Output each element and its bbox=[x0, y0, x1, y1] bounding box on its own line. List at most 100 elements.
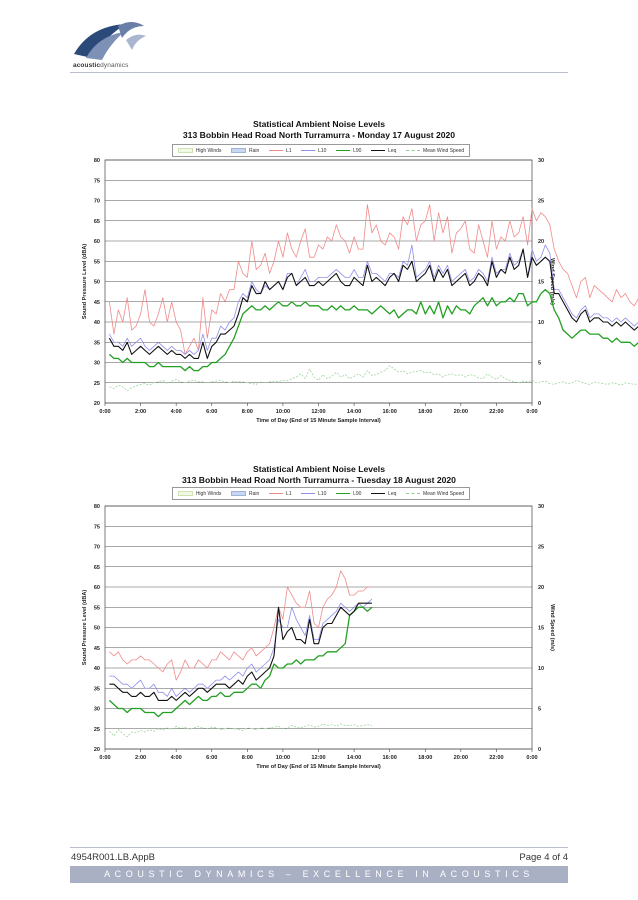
y-axis-label: Sound Pressure Level (dBA) bbox=[82, 590, 88, 666]
company-logo bbox=[74, 22, 146, 60]
document-reference: 4954R001.LB.AppB bbox=[71, 852, 155, 863]
logo-wordmark: acousticdynamics bbox=[73, 62, 129, 69]
x-tick-label: 18:00 bbox=[418, 755, 432, 761]
y-tick-label: 50 bbox=[94, 626, 100, 632]
legend-leq: Leq bbox=[371, 491, 396, 497]
x-tick-label: 0:00 bbox=[526, 409, 537, 415]
y2-axis-label: Wind Speed (m/s) bbox=[549, 258, 555, 305]
x-tick-label: 8:00 bbox=[242, 755, 253, 761]
x-tick-label: 14:00 bbox=[347, 409, 361, 415]
y-tick-label: 30 bbox=[94, 361, 100, 367]
series-line-leq bbox=[108, 248, 638, 359]
x-tick-label: 22:00 bbox=[489, 409, 503, 415]
x-tick-label: 20:00 bbox=[454, 409, 468, 415]
x-tick-label: 2:00 bbox=[135, 409, 146, 415]
legend-l1: L1 bbox=[268, 491, 292, 497]
chart-legend: High Winds Rain L1 L10 L90 Leq Mean Wind… bbox=[172, 487, 470, 500]
x-tick-label: 4:00 bbox=[171, 755, 182, 761]
x-tick-label: 22:00 bbox=[489, 755, 503, 761]
series-line-l1 bbox=[109, 570, 372, 681]
y-tick-label: 20 bbox=[94, 401, 100, 407]
legend-wind: Mean Wind Speed bbox=[406, 491, 464, 497]
legend-high-winds: High Winds bbox=[177, 491, 221, 497]
legend-leq: Leq bbox=[371, 148, 396, 154]
y-tick-label: 25 bbox=[94, 727, 100, 733]
legend-l90: L90 bbox=[336, 148, 361, 154]
series-line-leq bbox=[109, 602, 372, 701]
series-line-mean-wind-speed bbox=[109, 723, 372, 738]
chart-legend: High Winds Rain L1 L10 L90 Leq Mean Wind… bbox=[172, 144, 470, 157]
y-tick-label: 25 bbox=[94, 381, 100, 387]
legend-rain: Rain bbox=[231, 491, 259, 497]
y-tick-label: 75 bbox=[94, 178, 100, 184]
legend-l1: L1 bbox=[268, 148, 292, 154]
y2-tick-label: 10 bbox=[538, 320, 544, 326]
noise-chart-monday: Statistical Ambient Noise Levels 313 Bob… bbox=[82, 119, 638, 424]
x-tick-label: 2:00 bbox=[135, 755, 146, 761]
y-axis-label: Sound Pressure Level (dBA) bbox=[82, 244, 88, 320]
page-number: Page 4 of 4 bbox=[519, 852, 568, 863]
header-rule bbox=[70, 72, 568, 73]
y-tick-label: 35 bbox=[94, 686, 100, 692]
series-line-l10 bbox=[109, 598, 373, 697]
y-tick-label: 70 bbox=[94, 199, 100, 205]
legend-rain: Rain bbox=[231, 148, 259, 154]
y-tick-label: 30 bbox=[94, 707, 100, 713]
y2-tick-label: 25 bbox=[538, 545, 544, 551]
y2-tick-label: 25 bbox=[538, 199, 544, 205]
x-tick-label: 16:00 bbox=[383, 409, 397, 415]
x-tick-label: 0:00 bbox=[526, 755, 537, 761]
y2-tick-label: 0 bbox=[538, 401, 541, 407]
chart-title: Statistical Ambient Noise Levels 313 Bob… bbox=[182, 464, 456, 485]
y2-tick-label: 15 bbox=[538, 626, 544, 632]
y2-tick-label: 20 bbox=[538, 239, 544, 245]
y-tick-label: 40 bbox=[94, 320, 100, 326]
footer-tagline: ACOUSTIC DYNAMICS – EXCELLENCE IN ACOUST… bbox=[70, 866, 568, 883]
y2-tick-label: 15 bbox=[538, 280, 544, 286]
series-line-l10 bbox=[109, 244, 638, 355]
chart-title: Statistical Ambient Noise Levels 313 Bob… bbox=[182, 119, 456, 140]
legend-l90: L90 bbox=[336, 491, 361, 497]
y-tick-label: 75 bbox=[94, 524, 100, 530]
x-tick-label: 0:00 bbox=[99, 409, 110, 415]
y-tick-label: 45 bbox=[94, 300, 100, 306]
y-tick-label: 80 bbox=[94, 504, 100, 510]
x-tick-label: 4:00 bbox=[171, 409, 182, 415]
y2-tick-label: 5 bbox=[538, 361, 541, 367]
x-tick-label: 0:00 bbox=[99, 755, 110, 761]
x-tick-label: 6:00 bbox=[206, 409, 217, 415]
footer-rule bbox=[70, 847, 568, 848]
x-axis-label: Time of Day (End of 15 Minute Sample Int… bbox=[256, 418, 381, 424]
x-tick-label: 12:00 bbox=[311, 409, 325, 415]
series-line-l90 bbox=[108, 606, 373, 718]
y-tick-label: 65 bbox=[94, 219, 100, 225]
series-line-l1 bbox=[109, 204, 638, 355]
x-tick-label: 20:00 bbox=[454, 755, 468, 761]
y-tick-label: 60 bbox=[94, 239, 100, 245]
legend-high-winds: High Winds bbox=[177, 148, 221, 154]
x-axis-label: Time of Day (End of 15 Minute Sample Int… bbox=[256, 764, 381, 770]
x-tick-label: 14:00 bbox=[347, 755, 361, 761]
y2-tick-label: 0 bbox=[538, 747, 541, 753]
legend-l10: L10 bbox=[301, 148, 326, 154]
y2-tick-label: 30 bbox=[538, 504, 544, 510]
y-tick-label: 55 bbox=[94, 605, 100, 611]
y-tick-label: 80 bbox=[94, 158, 100, 164]
x-tick-label: 12:00 bbox=[311, 755, 325, 761]
x-tick-label: 18:00 bbox=[418, 409, 432, 415]
y-tick-label: 70 bbox=[94, 545, 100, 551]
legend-l10: L10 bbox=[301, 491, 326, 497]
y-tick-label: 60 bbox=[94, 585, 100, 591]
y-tick-label: 40 bbox=[94, 666, 100, 672]
y-tick-label: 55 bbox=[94, 259, 100, 265]
x-tick-label: 10:00 bbox=[276, 755, 290, 761]
series-line-l90 bbox=[108, 288, 638, 372]
y-tick-label: 35 bbox=[94, 340, 100, 346]
y-tick-label: 50 bbox=[94, 280, 100, 286]
y-tick-label: 20 bbox=[94, 747, 100, 753]
y2-axis-label: Wind Speed (m/s) bbox=[549, 604, 555, 651]
y2-tick-label: 5 bbox=[538, 707, 541, 713]
y2-tick-label: 20 bbox=[538, 585, 544, 591]
